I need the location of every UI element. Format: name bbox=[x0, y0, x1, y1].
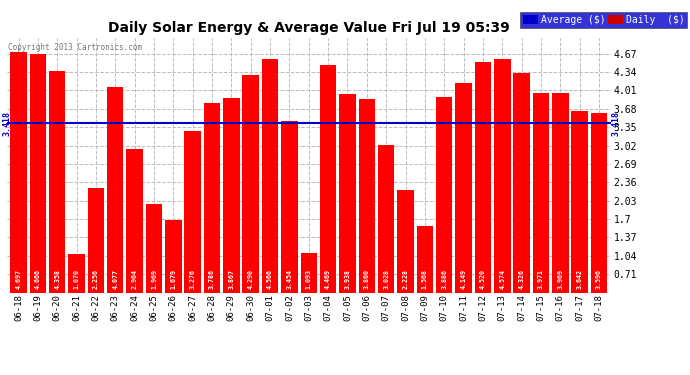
Text: 3.454: 3.454 bbox=[286, 269, 293, 289]
Text: 3.867: 3.867 bbox=[228, 269, 235, 289]
Bar bbox=[591, 114, 607, 314]
Text: 1.679: 1.679 bbox=[170, 269, 177, 289]
Bar bbox=[146, 204, 162, 314]
Text: 4.326: 4.326 bbox=[519, 269, 524, 289]
Bar bbox=[88, 188, 104, 314]
Bar bbox=[513, 73, 530, 314]
Bar bbox=[494, 59, 511, 314]
Bar bbox=[320, 65, 336, 314]
Bar bbox=[552, 93, 569, 314]
Text: 3.596: 3.596 bbox=[596, 269, 602, 289]
Text: 3.642: 3.642 bbox=[577, 269, 582, 289]
Bar bbox=[282, 122, 297, 314]
Text: 3.938: 3.938 bbox=[344, 269, 351, 289]
Text: 4.469: 4.469 bbox=[325, 269, 331, 289]
Text: 4.077: 4.077 bbox=[112, 269, 118, 289]
Title: Daily Solar Energy & Average Value Fri Jul 19 05:39: Daily Solar Energy & Average Value Fri J… bbox=[108, 21, 510, 35]
Bar bbox=[68, 254, 85, 314]
Text: 1.568: 1.568 bbox=[422, 269, 428, 289]
Bar bbox=[184, 131, 201, 314]
Bar bbox=[126, 148, 143, 314]
Bar bbox=[223, 98, 239, 314]
Bar bbox=[339, 94, 356, 314]
Text: 3.028: 3.028 bbox=[383, 269, 389, 289]
Bar bbox=[301, 253, 317, 314]
Text: 3.860: 3.860 bbox=[364, 269, 370, 289]
Text: 1.070: 1.070 bbox=[74, 269, 79, 289]
Text: 4.520: 4.520 bbox=[480, 269, 486, 289]
Legend: Average ($), Daily  ($): Average ($), Daily ($) bbox=[520, 12, 687, 28]
Text: 3.418: 3.418 bbox=[611, 111, 620, 136]
Text: 4.149: 4.149 bbox=[461, 269, 466, 289]
Text: 4.358: 4.358 bbox=[55, 269, 60, 289]
Bar bbox=[204, 103, 220, 314]
Text: 3.418: 3.418 bbox=[3, 111, 12, 136]
Bar bbox=[107, 87, 124, 314]
Bar bbox=[475, 62, 491, 314]
Bar bbox=[30, 54, 46, 314]
Text: 3.886: 3.886 bbox=[441, 269, 447, 289]
Bar bbox=[533, 93, 549, 314]
Text: 3.276: 3.276 bbox=[190, 269, 196, 289]
Bar bbox=[242, 75, 259, 314]
Bar bbox=[10, 52, 27, 314]
Bar bbox=[49, 71, 66, 314]
Text: 4.574: 4.574 bbox=[500, 269, 505, 289]
Bar bbox=[436, 97, 453, 314]
Bar bbox=[359, 99, 375, 314]
Text: 4.290: 4.290 bbox=[248, 269, 254, 289]
Text: 3.971: 3.971 bbox=[538, 269, 544, 289]
Text: 1.093: 1.093 bbox=[306, 269, 312, 289]
Bar bbox=[417, 226, 433, 314]
Text: 2.256: 2.256 bbox=[93, 269, 99, 289]
Bar bbox=[165, 220, 181, 314]
Bar bbox=[455, 82, 472, 314]
Text: 4.666: 4.666 bbox=[35, 269, 41, 289]
Text: 2.964: 2.964 bbox=[132, 269, 137, 289]
Bar bbox=[397, 190, 414, 314]
Bar bbox=[571, 111, 588, 314]
Bar bbox=[262, 59, 278, 314]
Text: Copyright 2013 Cartronics.com: Copyright 2013 Cartronics.com bbox=[8, 43, 142, 52]
Text: 4.697: 4.697 bbox=[15, 269, 21, 289]
Bar bbox=[378, 145, 395, 314]
Text: 1.969: 1.969 bbox=[151, 269, 157, 289]
Text: 3.969: 3.969 bbox=[558, 269, 563, 289]
Text: 2.228: 2.228 bbox=[402, 269, 408, 289]
Text: 4.566: 4.566 bbox=[267, 269, 273, 289]
Text: 3.786: 3.786 bbox=[209, 269, 215, 289]
